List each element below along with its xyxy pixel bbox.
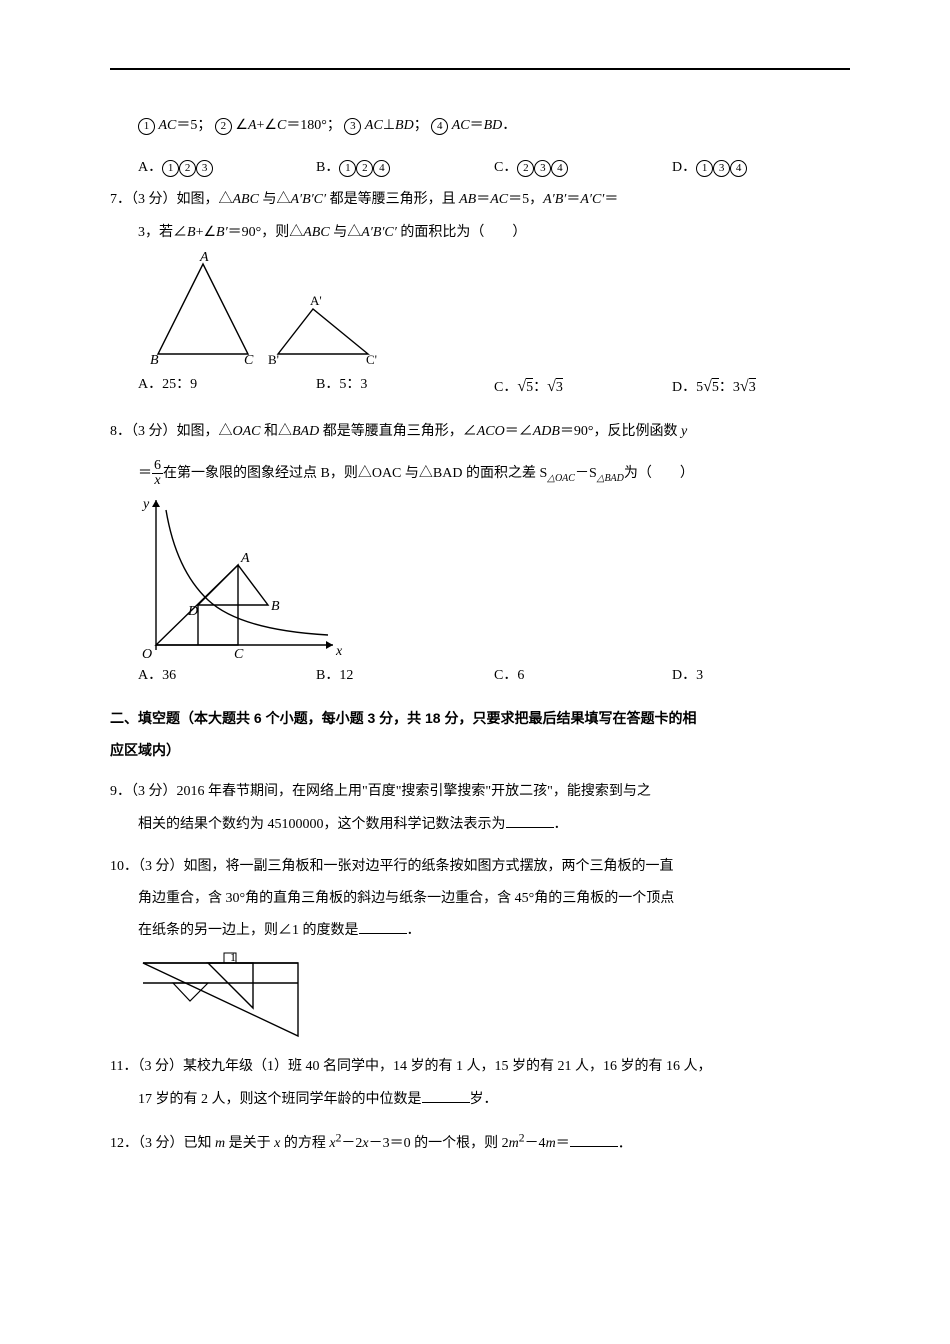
q8-optB: B．12	[316, 660, 494, 692]
q7-stem1: 7．（3 分）如图，△ABC 与△A′B′C′ 都是等腰三角形，且 AB＝AC＝…	[110, 184, 850, 216]
q11-blank	[422, 1088, 470, 1103]
q7-stem2: 3，若∠B+∠B′＝90°，则△ABC 与△A′B′C′ 的面积比为（ ）	[110, 217, 850, 249]
svg-text:A: A	[240, 551, 250, 566]
svg-text:x: x	[335, 644, 343, 659]
q8-stem2: ＝6x在第一象限的图象经过点 B，则△OAC 与△BAD 的面积之差 S△OAC…	[110, 458, 850, 490]
q8-stem1: 8．（3 分）如图，△OAC 和△BAD 都是等腰直角三角形，∠ACO＝∠ADB…	[110, 416, 850, 448]
svg-text:C: C	[234, 647, 244, 660]
q8-optC: C．6	[494, 660, 672, 692]
q6-optC: C．234	[494, 152, 672, 184]
q9-blank	[506, 813, 554, 828]
q7-optB: B．5：3	[316, 369, 494, 406]
section2-line1: 二、填空题（本大题共 6 个小题，每小题 3 分，共 18 分，只要求把最后结果…	[110, 710, 696, 726]
svg-text:A: A	[199, 250, 209, 265]
q7: 7．（3 分）如图，△ABC 与△A′B′C′ 都是等腰三角形，且 AB＝AC＝…	[110, 184, 850, 405]
q12-blank	[570, 1132, 618, 1147]
q6-optD: D．134	[672, 152, 850, 184]
q11-line2: 17 岁的有 2 人，则这个班同学年龄的中位数是岁．	[110, 1084, 850, 1116]
q6-cond-text: 1 AC＝5； 2 ∠A+∠C＝180°； 3 AC⊥BD； 4 AC＝BD．	[138, 118, 516, 133]
svg-text:C: C	[244, 353, 254, 368]
q10-line3: 在纸条的另一边上，则∠1 的度数是．	[110, 915, 850, 947]
q9-line2: 相关的结果个数约为 45100000，这个数用科学记数法表示为．	[110, 809, 850, 841]
top-rule	[110, 68, 850, 70]
q9-line1: 9．（3 分）2016 年春节期间，在网络上用"百度"搜索引擎搜索"开放二孩"，…	[110, 776, 850, 808]
q12-line: 12．（3 分）已知 m 是关于 x 的方程 x2－2x－3＝0 的一个根，则 …	[110, 1136, 570, 1151]
section2-title: 二、填空题（本大题共 6 个小题，每小题 3 分，共 18 分，只要求把最后结果…	[110, 702, 850, 766]
q10-figure: 1	[138, 951, 318, 1041]
svg-text:B: B	[271, 599, 280, 614]
q10: 10．（3 分）如图，将一副三角板和一张对边平行的纸条按如图方式摆放，两个三角板…	[110, 851, 850, 1042]
q10-line2: 角边重合，含 30°角的直角三角板的斜边与纸条一边重合，含 45°角的三角板的一…	[110, 883, 850, 915]
q6-conditions: 1 AC＝5； 2 ∠A+∠C＝180°； 3 AC⊥BD； 4 AC＝BD．	[110, 110, 850, 142]
svg-text:C': C'	[366, 352, 377, 367]
q8-options: A．36 B．12 C．6 D．3	[110, 660, 850, 692]
svg-text:B: B	[150, 353, 159, 368]
q11-line1: 11．（3 分）某校九年级（1）班 40 名同学中，14 岁的有 1 人，15 …	[110, 1051, 850, 1083]
svg-text:D: D	[187, 604, 198, 619]
section2-line2: 应区域内）	[110, 742, 180, 758]
q10-blank	[359, 919, 407, 934]
svg-text:y: y	[141, 497, 150, 512]
q7-optC: C．√5：√3	[494, 369, 672, 406]
q6-optB: B．124	[316, 152, 494, 184]
q11: 11．（3 分）某校九年级（1）班 40 名同学中，14 岁的有 1 人，15 …	[110, 1051, 850, 1115]
q7-figure: A B C A' B' C'	[138, 249, 398, 369]
q8: 8．（3 分）如图，△OAC 和△BAD 都是等腰直角三角形，∠ACO＝∠ADB…	[110, 416, 850, 693]
q7-optD: D．5√5：3√3	[672, 369, 850, 406]
q8-optD: D．3	[672, 660, 850, 692]
svg-text:B': B'	[268, 352, 279, 367]
q8-optA: A．36	[138, 660, 316, 692]
svg-text:A': A'	[310, 293, 322, 308]
q6-optA: A．123	[138, 152, 316, 184]
q9: 9．（3 分）2016 年春节期间，在网络上用"百度"搜索引擎搜索"开放二孩"，…	[110, 776, 850, 840]
q10-line1: 10．（3 分）如图，将一副三角板和一张对边平行的纸条按如图方式摆放，两个三角板…	[110, 851, 850, 883]
document-page: 1 AC＝5； 2 ∠A+∠C＝180°； 3 AC⊥BD； 4 AC＝BD． …	[0, 0, 950, 1344]
q6-options: A．123 B．124 C．234 D．134	[110, 152, 850, 184]
q7-optA: A．25：9	[138, 369, 316, 406]
q7-options: A．25：9 B．5：3 C．√5：√3 D．5√5：3√3	[110, 369, 850, 406]
q8-figure: O x y A C D B	[138, 490, 348, 660]
svg-text:O: O	[142, 647, 152, 660]
q12: 12．（3 分）已知 m 是关于 x 的方程 x2－2x－3＝0 的一个根，则 …	[110, 1126, 850, 1161]
